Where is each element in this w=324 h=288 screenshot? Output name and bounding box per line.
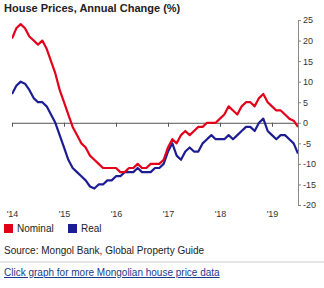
legend-item: Nominal [4,223,54,234]
y-tick-label: 20 [303,36,313,46]
plot-area [12,24,298,188]
y-tick: -15 [298,180,316,190]
y-tick: 20 [298,36,313,46]
y-tick-mark [298,164,301,165]
x-tick-label: '17 [163,209,175,219]
y-tick: 0 [298,118,308,128]
legend-swatch [68,224,77,233]
y-tick-label: -10 [303,159,316,169]
y-tick-mark [298,205,301,206]
y-tick-label: 25 [303,15,313,25]
x-tick-mark [168,123,169,127]
y-tick-label: -15 [303,180,316,190]
x-tick: '14 [7,123,19,220]
x-tick-label: '16 [111,209,123,219]
source: Source: Mongol Bank, Global Property Gui… [4,245,205,256]
y-tick: -20 [298,200,316,210]
legend-item: Real [68,223,102,234]
legend: Nominal Real [4,223,102,234]
y-tick: -10 [298,159,316,169]
x-tick-mark [116,123,117,127]
y-tick: 15 [298,56,313,66]
y-tick-mark [298,41,301,42]
x-tick-label: '19 [267,209,279,219]
y-tick-label: -5 [303,139,311,149]
y-tick-mark [298,184,301,185]
y-tick: 10 [298,77,313,87]
x-tick-mark [12,123,13,127]
x-tick-mark [272,123,273,127]
x-tick: '17 [163,123,175,220]
series-line [12,24,298,172]
y-tick-label: 10 [303,77,313,87]
y-tick: 25 [298,15,313,25]
y-axis: -20 -15 -10 -5 0 5 10 15 20 25 [298,15,316,210]
y-tick-label: -20 [303,200,316,210]
separator [0,262,324,263]
y-tick-mark [298,143,301,144]
link[interactable]: Click graph for more Mongolian house pri… [4,267,220,278]
y-tick-mark [298,82,301,83]
title: House Prices, Annual Change (%) [4,2,181,14]
y-tick-mark [298,61,301,62]
y-tick-mark [298,102,301,103]
x-tick-label: '18 [215,209,227,219]
x-tick-label: '15 [59,209,71,219]
y-tick: 5 [298,98,308,108]
y-axis-line [298,21,299,206]
legend-label: Nominal [17,223,54,234]
x-tick-mark [220,123,221,127]
y-tick: -5 [298,139,311,149]
x-tick-label: '14 [7,209,19,219]
y-tick-mark [298,20,301,21]
x-tick: '18 [215,123,227,220]
series-line [12,82,298,189]
x-tick-mark [64,123,65,127]
y-tick-label: 0 [303,118,308,128]
x-tick: '19 [267,123,279,220]
y-tick-label: 15 [303,56,313,66]
chart: House Prices, Annual Change (%) -20 -15 -10… [0,0,324,288]
legend-swatch [4,224,13,233]
legend-label: Real [81,223,102,234]
y-tick-label: 5 [303,98,308,108]
